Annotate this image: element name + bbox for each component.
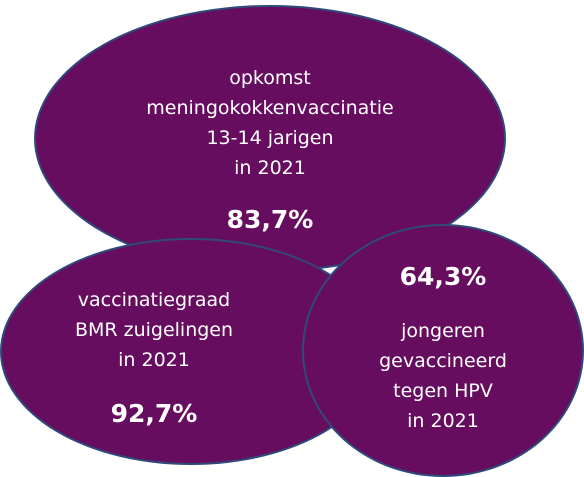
- hpv-text: 64,3% jongeren gevaccineerd tegen HPV in…: [304, 260, 582, 436]
- meningococcal-text: opkomst meningokokkenvaccinatie 13-14 ja…: [36, 63, 504, 237]
- meningococcal-bubble: opkomst meningokokkenvaccinatie 13-14 ja…: [34, 5, 506, 272]
- mmr-value: 92,7%: [110, 399, 198, 428]
- meningococcal-line-2: meningokokkenvaccinatie: [146, 97, 394, 119]
- meningococcal-line-1: opkomst: [229, 67, 311, 89]
- hpv-bubble: 64,3% jongeren gevaccineerd tegen HPV in…: [302, 224, 584, 477]
- hpv-line-1: jongeren: [401, 320, 485, 342]
- mmr-text: vaccinatiegraad BMR zuigelingen in 2021 …: [2, 285, 306, 431]
- meningococcal-value: 83,7%: [226, 205, 314, 234]
- mmr-line-1: vaccinatiegraad: [77, 289, 231, 311]
- hpv-line-4: in 2021: [407, 410, 479, 432]
- meningococcal-line-4: in 2021: [234, 157, 306, 179]
- hpv-line-2: gevaccineerd: [379, 350, 507, 372]
- mmr-line-2: BMR zuigelingen: [74, 319, 234, 341]
- meningococcal-line-3: 13-14 jarigen: [206, 127, 334, 149]
- hpv-line-3: tegen HPV: [393, 380, 493, 402]
- hpv-value: 64,3%: [399, 262, 487, 291]
- mmr-line-3: in 2021: [118, 349, 190, 371]
